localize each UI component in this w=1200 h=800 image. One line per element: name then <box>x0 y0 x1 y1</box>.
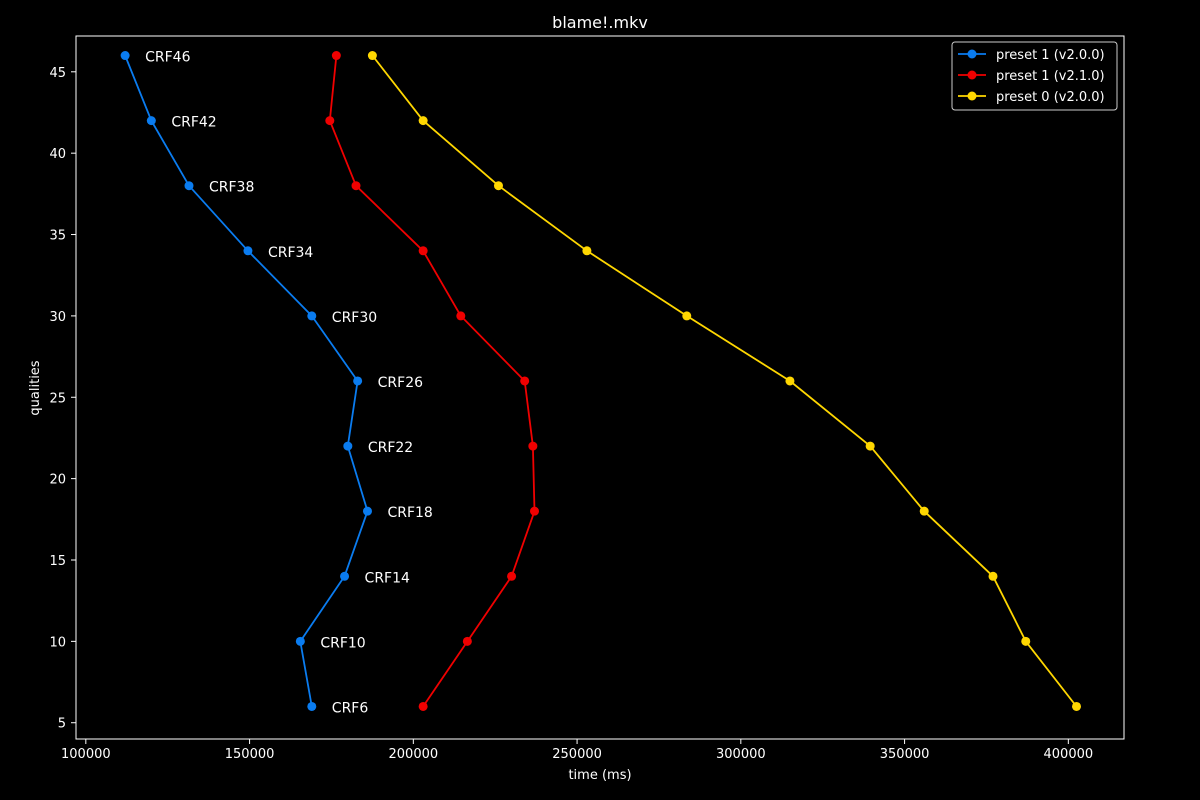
x-tick-label: 400000 <box>1044 747 1094 762</box>
data-point-series-1 <box>340 571 350 581</box>
legend-label: preset 1 (v2.0.0) <box>996 48 1105 63</box>
data-point-series-3 <box>418 116 428 126</box>
data-point-series-1 <box>184 181 194 191</box>
data-point-series-1 <box>295 636 305 646</box>
y-axis: 5 10 15 20 25 30 35 40 45 <box>49 66 76 732</box>
data-point-series-1 <box>307 701 317 711</box>
data-point-series-3 <box>682 311 692 321</box>
data-point-series-3 <box>582 246 592 256</box>
data-point-series-2 <box>325 116 335 126</box>
y-axis-label: qualities <box>28 360 43 415</box>
crf-annotation: CRF30 <box>332 310 377 326</box>
data-point-series-1 <box>120 51 130 61</box>
crf-annotation: CRF46 <box>145 50 190 66</box>
data-point-series-1 <box>243 246 253 256</box>
crf-annotation: CRF34 <box>268 245 313 261</box>
legend-label: preset 1 (v2.1.0) <box>996 69 1105 84</box>
y-tick-label: 40 <box>49 147 66 162</box>
y-tick-label: 35 <box>49 229 66 244</box>
data-point-series-2 <box>331 51 341 61</box>
y-tick-label: 10 <box>49 635 66 650</box>
y-tick-label: 25 <box>49 391 66 406</box>
x-tick-label: 250000 <box>552 747 602 762</box>
data-point-series-1 <box>353 376 363 386</box>
legend-swatch-marker <box>967 70 977 80</box>
data-point-series-2 <box>418 246 428 256</box>
y-tick-label: 15 <box>49 554 66 569</box>
data-point-series-3 <box>367 51 377 61</box>
legend-swatch-marker <box>967 49 977 59</box>
data-point-series-3 <box>1021 636 1031 646</box>
y-tick-label: 30 <box>49 310 66 325</box>
plot-area: 100000 150000 200000 250000 300000 350000 4000… <box>49 35 1125 762</box>
axes-frame <box>75 35 1125 740</box>
x-tick-label: 300000 <box>716 747 766 762</box>
x-tick-label: 150000 <box>225 747 275 762</box>
y-tick-label: 5 <box>58 717 66 732</box>
crf-annotation: CRF18 <box>387 505 432 521</box>
legend-label: preset 0 (v2.0.0) <box>996 90 1105 105</box>
series-layer <box>120 51 1082 711</box>
crf-annotation: CRF42 <box>171 115 216 131</box>
legend-box <box>951 41 1118 111</box>
crf-annotation: CRF6 <box>332 700 369 716</box>
x-axis-label: time (ms) <box>568 768 631 783</box>
x-tick-label: 100000 <box>61 747 111 762</box>
crf-annotation: CRF22 <box>368 440 413 456</box>
data-point-series-3 <box>493 181 503 191</box>
data-point-series-2 <box>507 571 517 581</box>
data-point-series-3 <box>988 571 998 581</box>
data-point-series-2 <box>456 311 466 321</box>
data-point-series-2 <box>530 506 539 516</box>
data-point-series-3 <box>1072 701 1082 711</box>
x-axis: 100000 150000 200000 250000 300000 350000 4000… <box>61 739 1093 762</box>
data-point-series-3 <box>865 441 875 451</box>
annotation-layer: CRF46 CRF42 CRF38 CRF34 CRF30 CRF26 CRF22 CRF18… <box>145 50 433 717</box>
data-point-series-1 <box>362 506 372 516</box>
data-point-series-1 <box>307 311 317 321</box>
data-point-series-2 <box>351 181 361 191</box>
data-point-series-1 <box>146 116 156 126</box>
y-tick-label: 20 <box>49 473 66 488</box>
data-point-series-3 <box>919 506 929 516</box>
crf-annotation: CRF10 <box>320 635 365 651</box>
chart-title: blame!.mkv <box>552 13 648 32</box>
crf-annotation: CRF26 <box>378 375 423 391</box>
legend-swatch-marker <box>967 91 977 101</box>
data-point-series-2 <box>462 636 472 646</box>
crf-annotation: CRF14 <box>365 570 410 586</box>
data-point-series-2 <box>528 441 538 451</box>
x-tick-label: 350000 <box>880 747 930 762</box>
legend: preset 1 (v2.0.0) preset 1 (v2.1.0) preset… <box>951 41 1118 111</box>
data-point-series-3 <box>785 376 795 386</box>
crf-annotation: CRF38 <box>209 180 254 196</box>
data-point-series-2 <box>418 701 428 711</box>
x-tick-label: 200000 <box>389 747 439 762</box>
y-tick-label: 45 <box>49 66 66 81</box>
data-point-series-2 <box>520 376 530 386</box>
data-point-series-1 <box>343 441 353 451</box>
